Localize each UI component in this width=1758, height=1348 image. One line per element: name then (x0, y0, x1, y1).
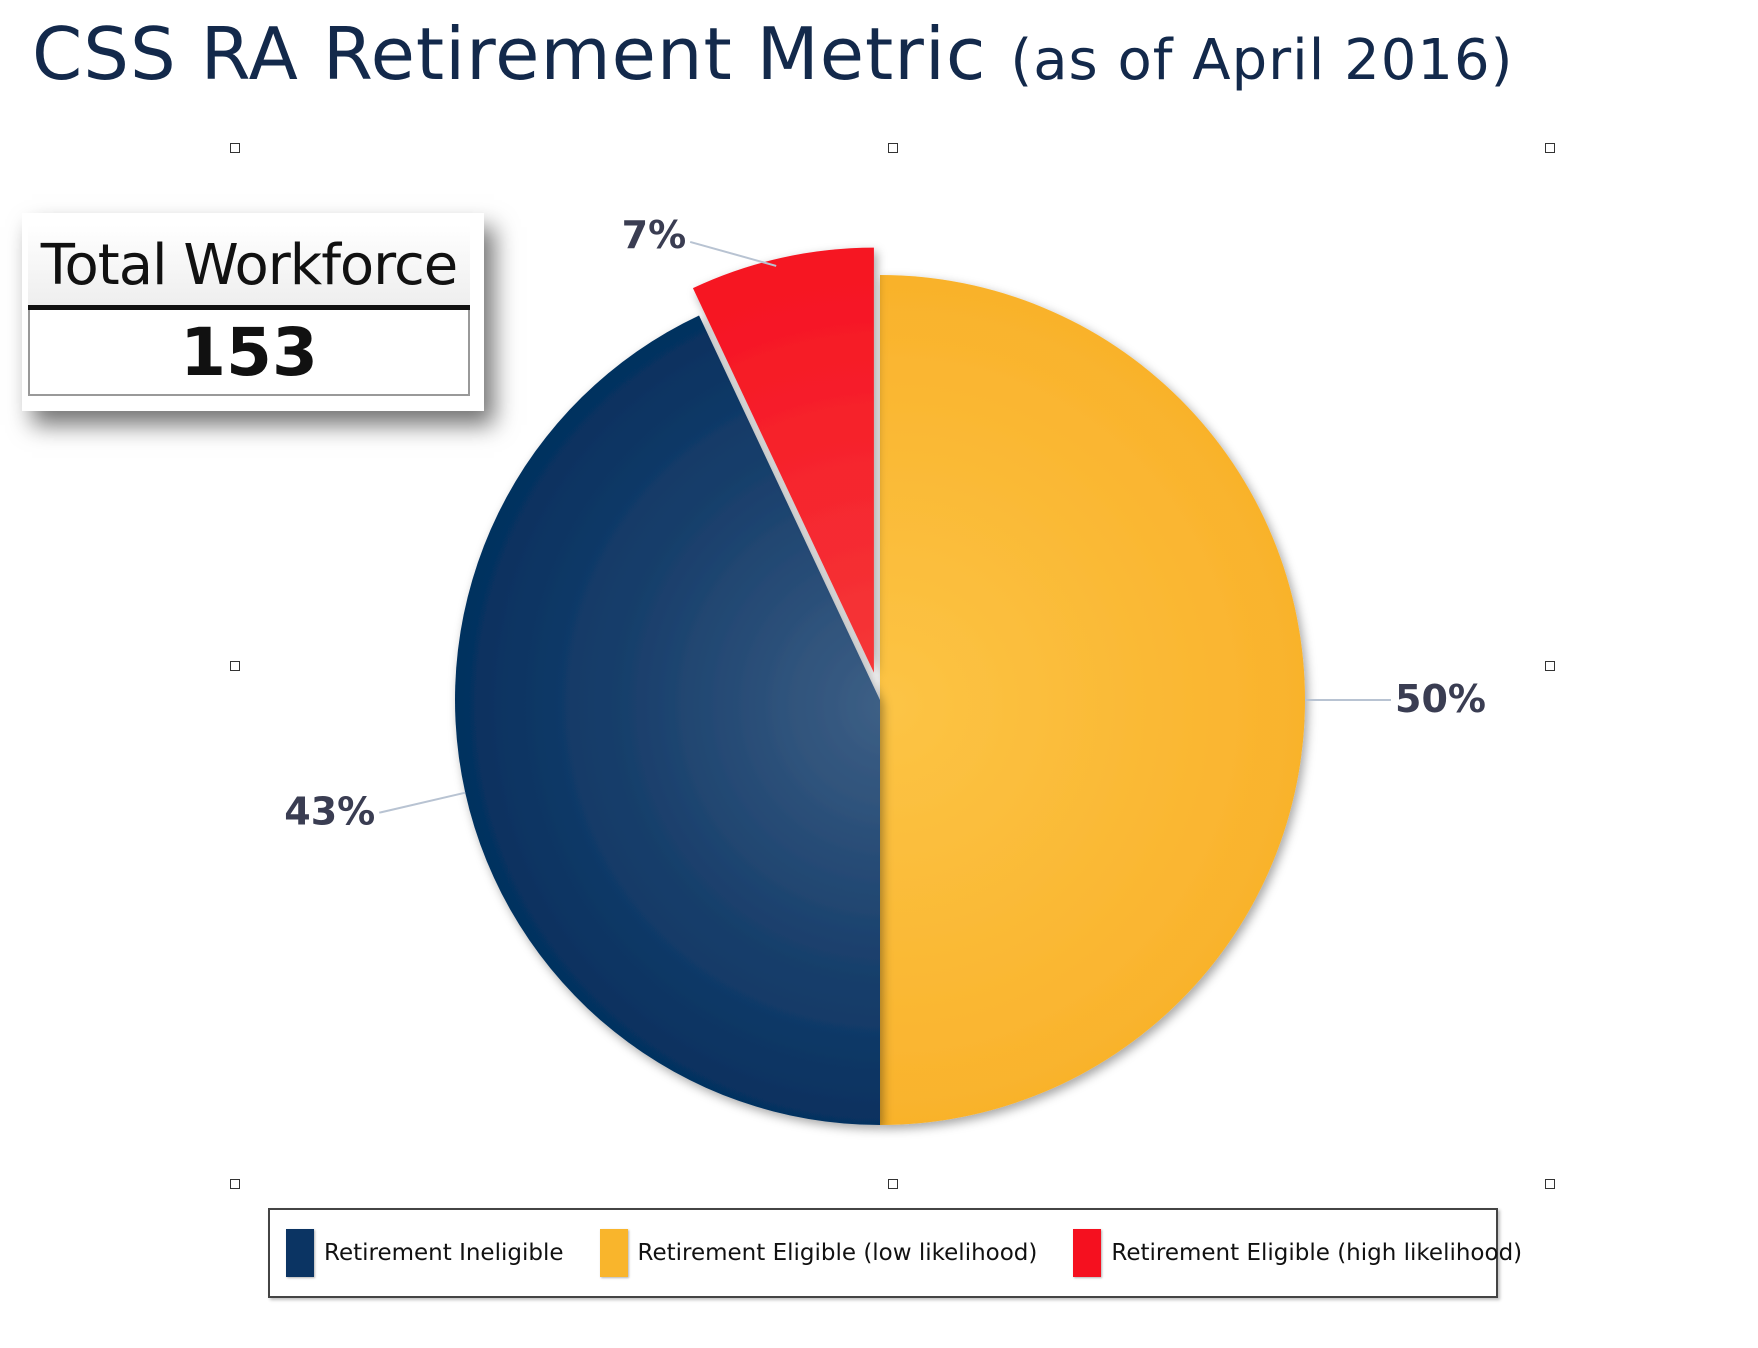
leader-line (379, 791, 466, 814)
legend-swatch-ineligible (286, 1229, 314, 1277)
resize-handle-middle-right[interactable] (1545, 661, 1555, 671)
legend-item-ineligible: Retirement Ineligible (286, 1229, 564, 1277)
legend-item-eligible-high: Retirement Eligible (high likelihood) (1073, 1229, 1522, 1277)
data-label-eligible-low: 50% (1395, 677, 1486, 721)
page-title: CSS RA Retirement Metric (as of April 20… (32, 18, 1513, 90)
resize-handle-bottom-right[interactable] (1545, 1179, 1555, 1189)
resize-handle-top-center[interactable] (888, 143, 898, 153)
title-subtitle: (as of April 2016) (1010, 28, 1514, 93)
slice-ineligible (455, 315, 880, 1126)
total-workforce-value: 153 (28, 310, 470, 396)
legend-item-eligible-low: Retirement Eligible (low likelihood) (599, 1229, 1038, 1277)
resize-handle-top-right[interactable] (1545, 143, 1555, 153)
legend-swatch-eligible-high (1073, 1229, 1102, 1277)
resize-handle-middle-left[interactable] (230, 661, 240, 671)
data-label-eligible-high: 7% (622, 213, 687, 257)
total-workforce-label: Total Workforce (28, 225, 470, 310)
legend-label-ineligible: Retirement Ineligible (324, 1240, 564, 1266)
data-label-ineligible: 43% (284, 790, 375, 834)
legend-label-eligible-low: Retirement Eligible (low likelihood) (637, 1240, 1038, 1266)
resize-handle-bottom-left[interactable] (230, 1179, 240, 1189)
resize-handle-bottom-center[interactable] (888, 1179, 898, 1189)
title-main: CSS RA Retirement Metric (32, 12, 1011, 96)
resize-handle-top-left[interactable] (230, 143, 240, 153)
leader-line (689, 240, 777, 267)
slice-eligible-low (880, 275, 1305, 1125)
total-workforce-card: Total Workforce 153 (22, 213, 484, 411)
slice-eligible-high (692, 247, 874, 673)
chart-legend: Retirement Ineligible Retirement Eligibl… (268, 1208, 1522, 1298)
legend-label-eligible-high: Retirement Eligible (high likelihood) (1111, 1240, 1523, 1266)
legend-swatch-eligible-low (599, 1229, 628, 1277)
